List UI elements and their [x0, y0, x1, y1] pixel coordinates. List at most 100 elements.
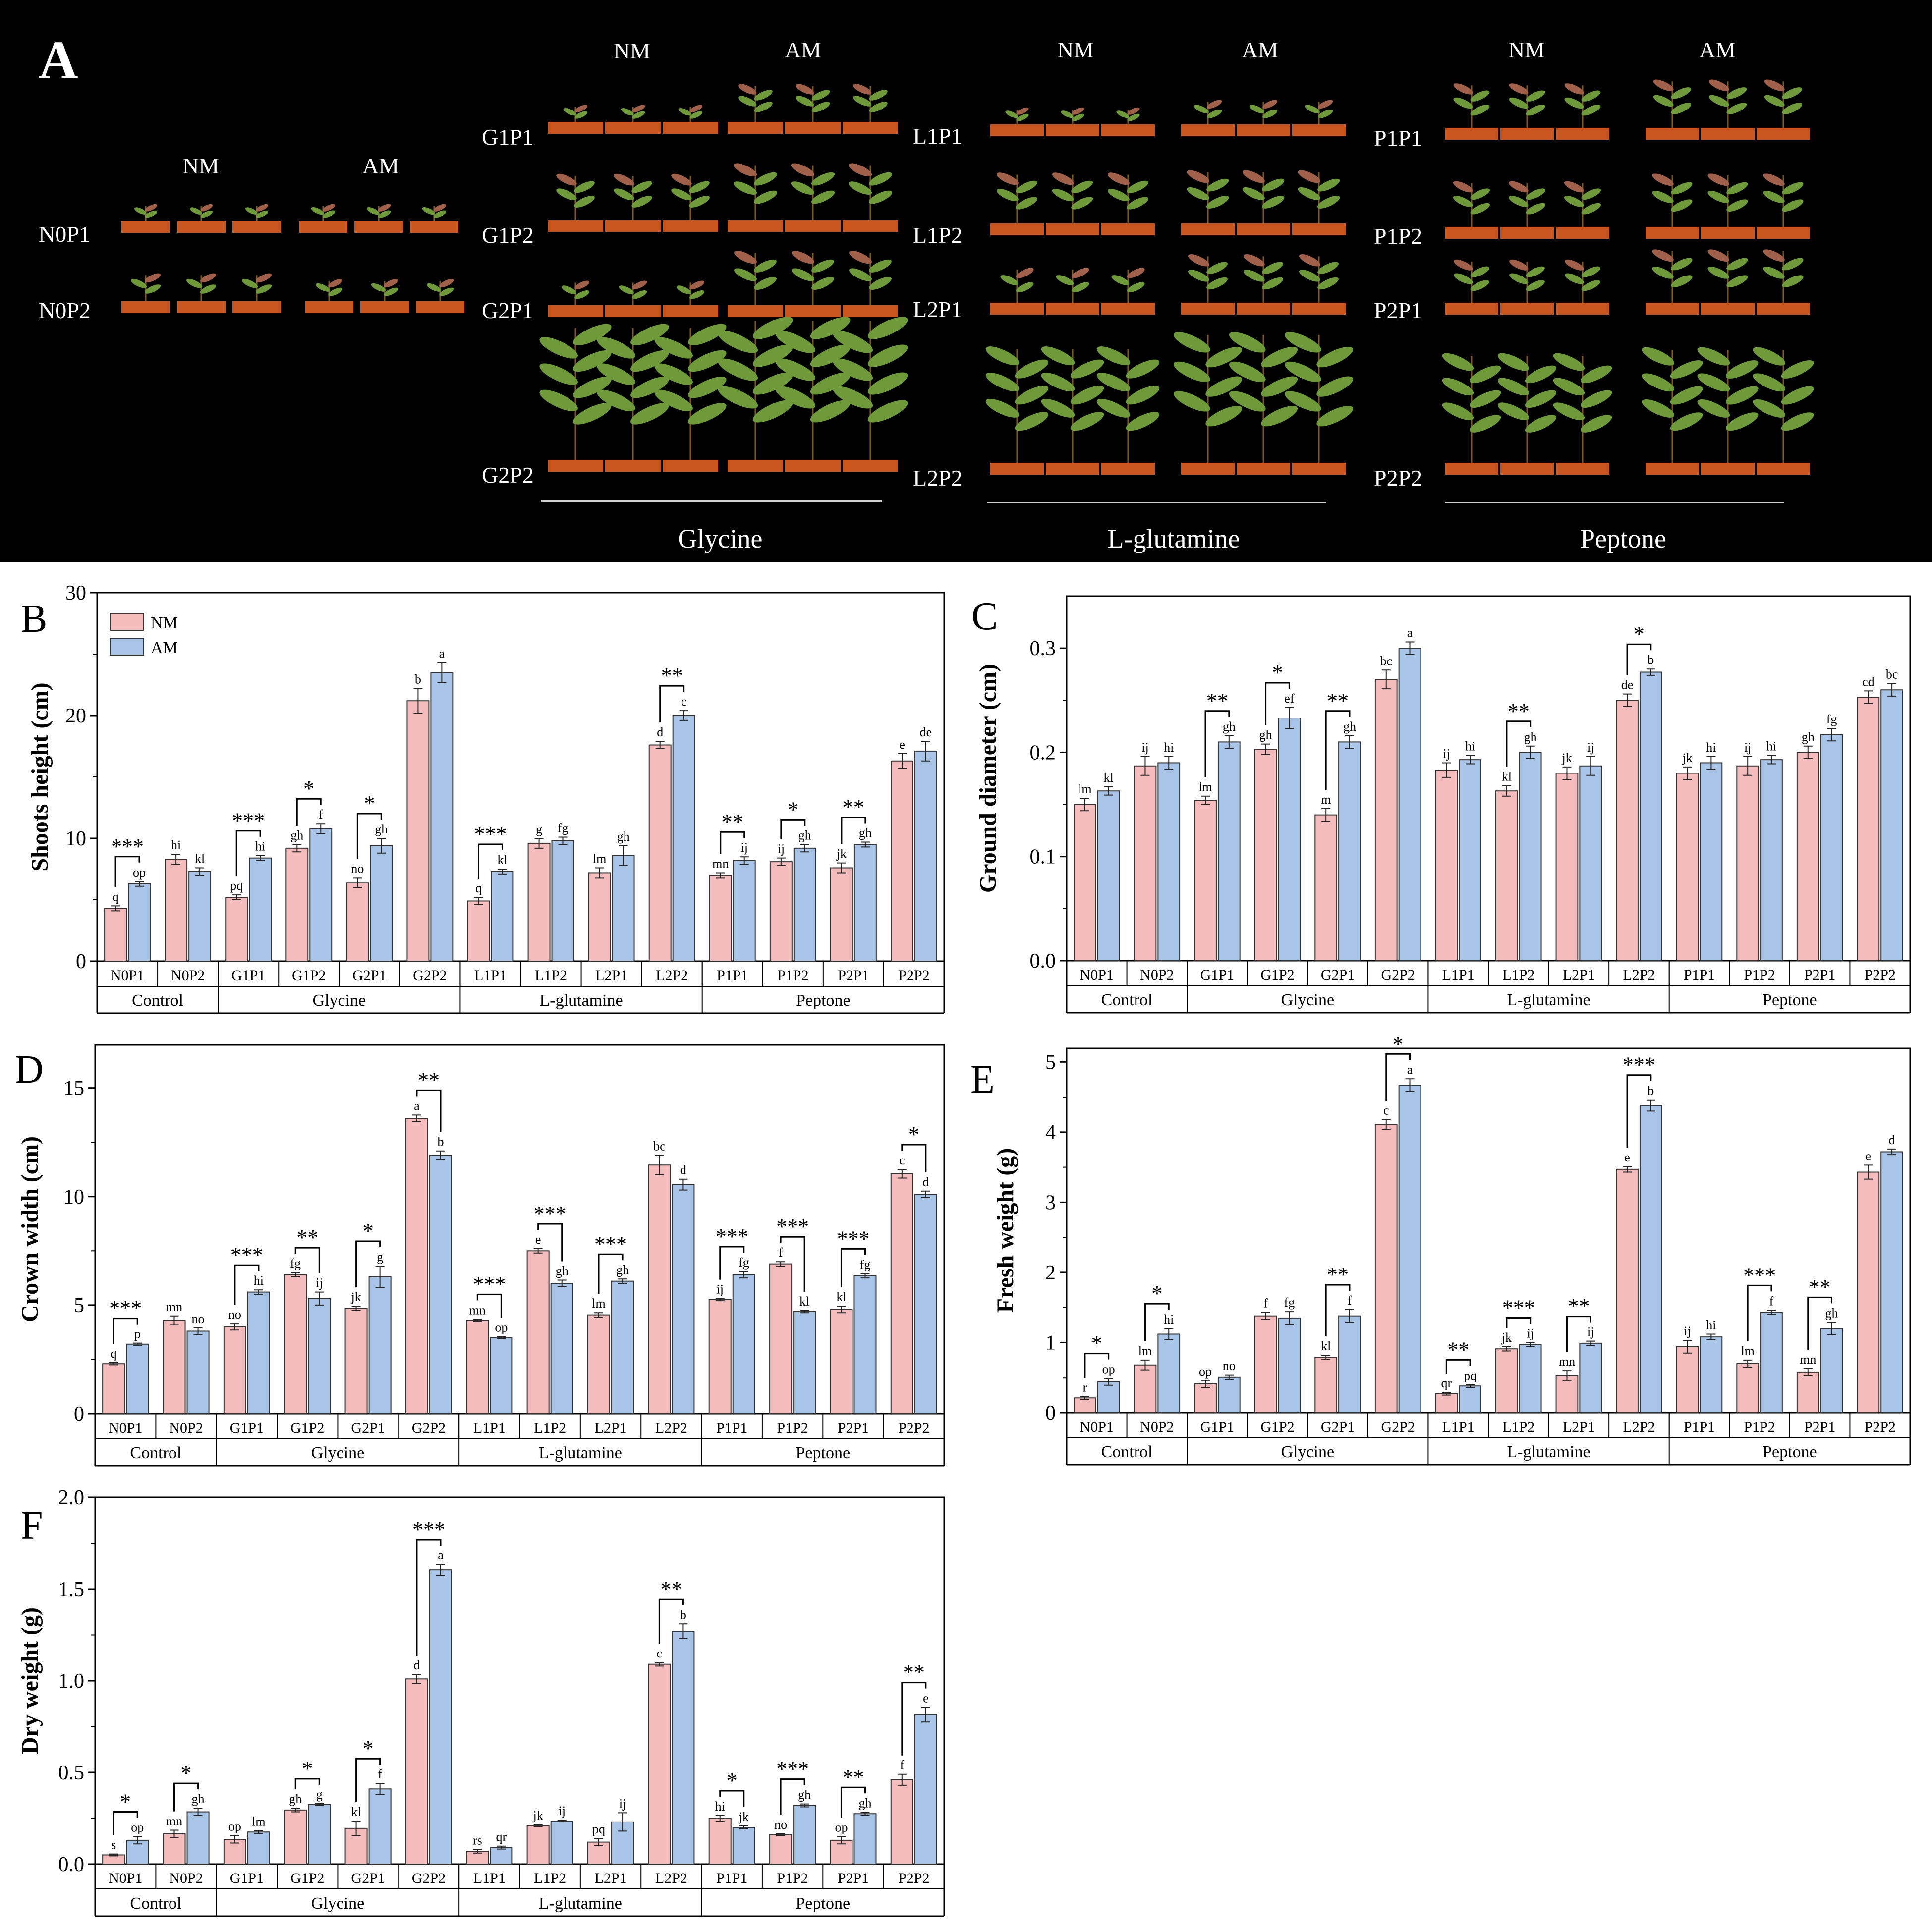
significance-letter: f [378, 1767, 382, 1781]
plant-leaf [869, 276, 892, 290]
plant-leaf [1015, 359, 1049, 379]
plant-leaf [688, 324, 727, 345]
significance-letter: ij [619, 1796, 626, 1811]
significance-letter: hi [1164, 1312, 1174, 1326]
bar-am [1519, 752, 1542, 961]
plant-leaf [1316, 406, 1354, 427]
plant-leaf [848, 181, 872, 195]
plant-leaf [1016, 113, 1029, 121]
bar-am [672, 1184, 695, 1414]
x-category-label: N0P1 [111, 967, 144, 984]
plant-leaf [1317, 178, 1340, 192]
plant-leaf [1707, 173, 1729, 186]
x-group-label: L-glutamine [540, 992, 623, 1010]
bar-nm [769, 861, 793, 962]
significance-stars: ** [1327, 689, 1349, 713]
bar-nm [344, 1308, 368, 1415]
pot [305, 301, 353, 313]
plant-leaf [1652, 249, 1674, 262]
significance-bracket [719, 1790, 745, 1808]
significance-letter: fg [558, 821, 568, 835]
plant-leaf [985, 346, 1020, 366]
significance-letter: kl [1321, 1339, 1331, 1353]
plant-leaf [1469, 390, 1501, 408]
pot [728, 122, 783, 134]
significance-letter: gh [556, 1264, 568, 1278]
plant-leaf [1242, 187, 1265, 200]
significance-letter: gh [1259, 728, 1272, 742]
significance-letter: e [899, 737, 905, 752]
significance-letter: mn [1800, 1352, 1816, 1367]
plant-leaf [1126, 412, 1160, 431]
bar-am [550, 1283, 573, 1414]
plant-leaf [1127, 282, 1145, 293]
significance-letter: ij [1527, 1326, 1534, 1340]
bar-nm [708, 1818, 732, 1865]
bar-nm [225, 897, 248, 962]
panel-letter-D: D [15, 1048, 44, 1092]
significance-stars: ** [842, 1765, 864, 1789]
bar-nm [1736, 765, 1760, 961]
bar-nm [1555, 773, 1579, 961]
bar-nm [1374, 679, 1398, 961]
pot [843, 460, 898, 472]
significance-bracket [1626, 643, 1652, 675]
significance-stars: * [727, 1768, 738, 1793]
control-am-header: AM [362, 153, 399, 178]
significance-letter: e [535, 1232, 541, 1247]
bar-nm [1495, 790, 1518, 961]
plant-leaf [1453, 83, 1473, 95]
plant-leaf [1525, 390, 1557, 408]
significance-bracket [659, 685, 685, 723]
significance-letter: gh [616, 1263, 629, 1277]
significance-letter: ij [1587, 740, 1594, 755]
significance-bracket [416, 1539, 442, 1656]
significance-letter: hi [171, 838, 181, 852]
plant-leaf [1127, 113, 1140, 121]
plant-leaf [833, 358, 873, 381]
x-category-label: P2P1 [838, 1870, 869, 1886]
plant-leaf [1284, 391, 1321, 412]
significance-letter: q [475, 881, 482, 895]
row-label-n0p2: N0P2 [39, 298, 91, 323]
significance-letter: gh [1524, 730, 1537, 744]
x-group-label: Peptone [796, 1444, 851, 1462]
plant-leaf [811, 276, 834, 290]
significance-stars: *** [232, 809, 265, 833]
significance-letter: fg [739, 1255, 749, 1270]
plant-leaf [1249, 105, 1264, 113]
x-category-label: N0P2 [1140, 1419, 1174, 1435]
x-category-label: L2P1 [595, 1870, 627, 1886]
bar-nm [1555, 1375, 1579, 1413]
bar-nm [1314, 1357, 1338, 1413]
x-category-label: L2P1 [1563, 967, 1595, 983]
x-group-label: Control [130, 1444, 181, 1462]
bar-am [247, 1291, 270, 1415]
x-category-label: L1P1 [474, 967, 507, 984]
plant-leaf [632, 105, 645, 112]
plant-leaf [1726, 199, 1748, 212]
bar-am [853, 844, 877, 962]
plant-leaf [796, 96, 814, 107]
pot [232, 221, 281, 233]
plant-leaf [1244, 254, 1265, 267]
significance-letter: gh [1343, 719, 1356, 734]
bar-nm [1134, 765, 1157, 961]
plant-leaf [753, 190, 778, 204]
bar-am [1217, 741, 1241, 961]
plant-leaf [322, 204, 336, 212]
significance-letter: lm [1198, 780, 1212, 794]
plant-leaf [1725, 360, 1759, 379]
x-category-label: L2P1 [595, 967, 627, 984]
significance-bracket [1325, 1284, 1351, 1336]
bar-am [914, 750, 937, 962]
plant-leaf [1553, 378, 1585, 396]
significance-letter: fg [860, 1257, 871, 1271]
plant-leaf [439, 279, 454, 288]
control-nm-header: NM [182, 153, 220, 178]
bar-am [612, 855, 635, 962]
bar-am [309, 828, 333, 962]
plant-leaf [1188, 254, 1209, 267]
plant-leaf [632, 280, 647, 290]
plant-leaf [1316, 376, 1354, 397]
